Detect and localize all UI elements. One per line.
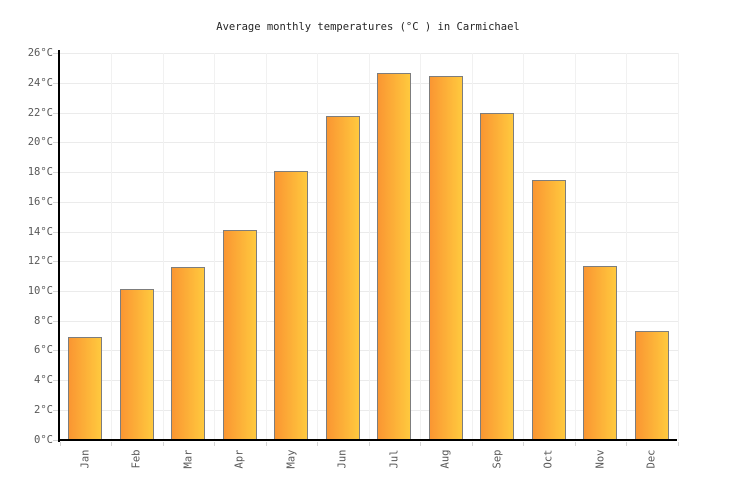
gridline-vertical [626, 53, 627, 441]
y-axis-label: 2°C [34, 403, 53, 416]
gridline-vertical [574, 53, 576, 441]
x-tick-mark [626, 441, 627, 446]
bar-jan [68, 337, 103, 442]
x-axis-label: Dec [641, 446, 663, 472]
x-tick-mark [162, 441, 164, 446]
bar-nov [583, 265, 618, 442]
x-tick-mark [59, 441, 61, 446]
x-tick-mark [471, 441, 473, 446]
x-axis-label: Apr [229, 446, 251, 472]
y-tick-mark [53, 142, 58, 144]
y-tick-mark [53, 172, 58, 174]
gridline-vertical [368, 53, 370, 441]
y-tick-mark [53, 290, 58, 292]
y-axis-label: 26°C [27, 47, 53, 60]
y-axis-label: 4°C [34, 374, 53, 387]
y-tick-mark [53, 53, 58, 55]
x-axis-label: Jun [332, 446, 354, 472]
x-axis-label: Sep [486, 446, 508, 472]
bar-jul [377, 72, 412, 442]
gridline-vertical [265, 53, 267, 441]
x-tick-mark [111, 441, 112, 446]
y-axis-line [58, 49, 61, 442]
gridline-vertical [162, 53, 164, 441]
x-axis-label: Nov [589, 446, 611, 472]
y-axis-label: 6°C [34, 344, 53, 357]
x-axis-label: May [280, 446, 302, 472]
y-tick-mark [53, 439, 58, 441]
x-axis-line [58, 439, 678, 441]
x-tick-mark [523, 441, 524, 446]
y-tick-mark [53, 409, 58, 411]
y-tick-mark [53, 83, 58, 84]
y-axis-label: 24°C [27, 77, 53, 89]
y-axis-label: 10°C [27, 284, 53, 297]
bar-aug [428, 75, 463, 442]
x-axis-label-text: Mar [182, 449, 195, 469]
y-tick-mark [53, 261, 58, 263]
x-axis-label: Oct [538, 446, 560, 472]
x-tick-mark [574, 441, 576, 446]
bar-oct [531, 179, 566, 442]
y-tick-mark [53, 380, 58, 382]
y-axis-label: 8°C [34, 314, 53, 327]
x-axis-label-text: Nov [594, 449, 607, 469]
y-tick-mark [53, 320, 58, 322]
gridline-vertical [111, 53, 112, 441]
x-axis-label: Jul [383, 446, 405, 472]
x-axis-label-text: Feb [130, 449, 143, 469]
y-axis-label: 20°C [27, 136, 53, 149]
y-tick-mark [53, 112, 58, 114]
gridline-vertical [523, 53, 524, 441]
x-axis-label-text: May [285, 449, 298, 469]
y-tick-mark [53, 350, 58, 352]
x-tick-mark [368, 441, 370, 446]
y-axis-label: 0°C [34, 433, 53, 446]
bar-sep [480, 112, 515, 442]
x-axis-label: Jan [74, 446, 96, 472]
gridline-vertical [677, 53, 679, 441]
gridline-vertical [420, 53, 421, 441]
bar-may [274, 170, 309, 442]
bar-feb [119, 289, 154, 442]
x-axis-label-text: Jul [388, 449, 401, 469]
x-axis-label: Mar [177, 446, 199, 472]
x-tick-mark [317, 441, 318, 446]
x-axis-label-text: Dec [645, 449, 658, 469]
bar-jun [325, 115, 360, 442]
x-axis-label: Feb [126, 446, 148, 472]
bar-dec [634, 331, 669, 442]
x-axis-label-text: Jan [79, 449, 92, 469]
chart-title: Average monthly temperatures (°C ) in Ca… [216, 21, 520, 33]
y-axis-label: 14°C [27, 225, 53, 238]
x-axis-label-text: Apr [233, 449, 246, 469]
y-tick-mark [53, 201, 58, 203]
x-axis-label-text: Sep [491, 449, 504, 469]
bar-mar [171, 267, 206, 442]
y-axis-label: 12°C [27, 255, 53, 268]
y-axis-label: 22°C [27, 106, 53, 119]
y-axis-label: 16°C [27, 195, 53, 208]
x-axis-label-text: Oct [542, 449, 555, 469]
x-axis-label-text: Aug [439, 449, 452, 469]
bar-apr [222, 230, 257, 442]
x-tick-mark [420, 441, 421, 446]
gridline-vertical [317, 53, 318, 441]
y-axis-label: 18°C [27, 166, 53, 179]
x-tick-mark [265, 441, 267, 446]
x-axis-label-text: Jun [336, 449, 349, 469]
x-axis-label: Aug [435, 446, 457, 472]
x-tick-mark [214, 441, 215, 446]
gridline-vertical [471, 53, 473, 441]
y-tick-mark [53, 231, 58, 233]
gridline-vertical [214, 53, 215, 441]
x-tick-mark [677, 441, 679, 446]
